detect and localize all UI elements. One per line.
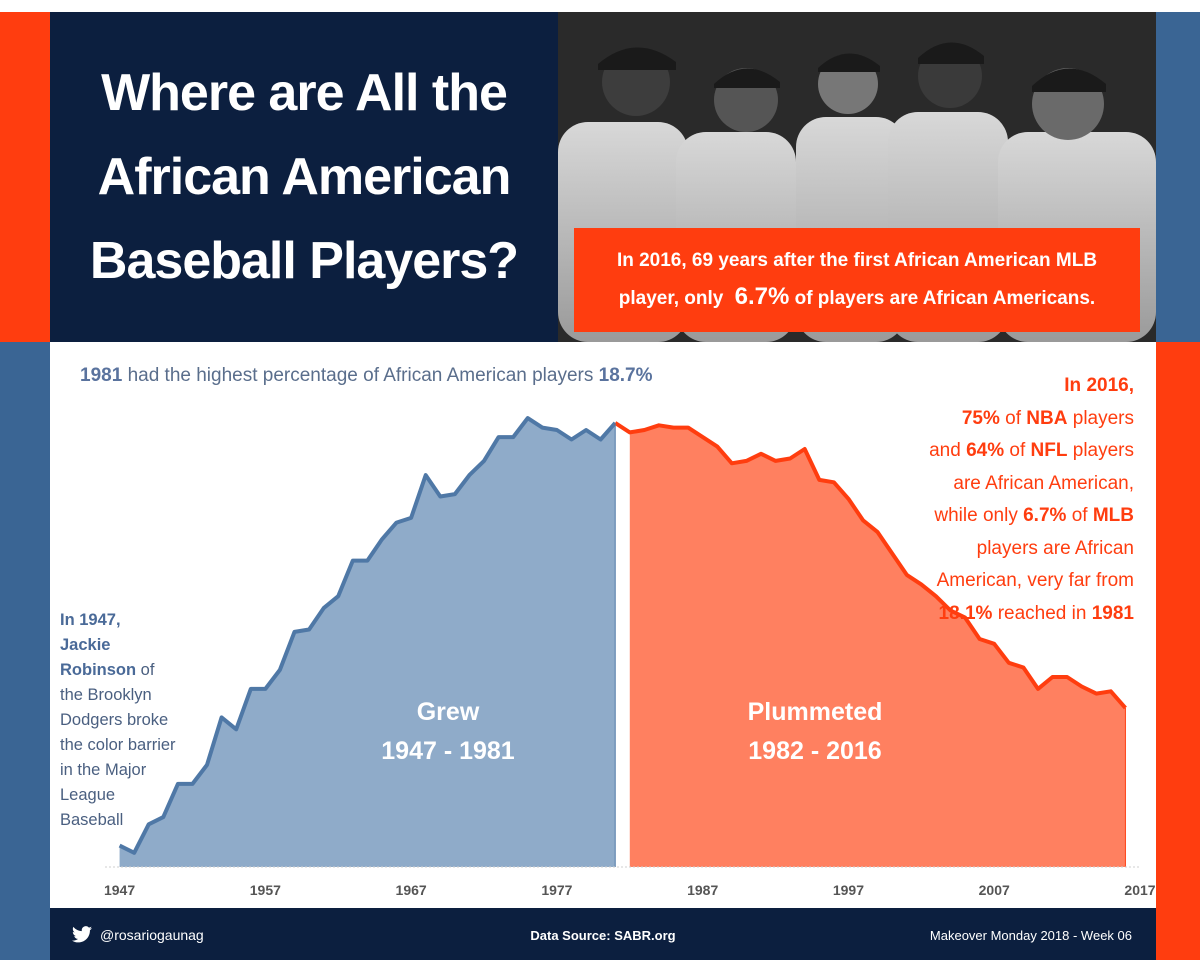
grew-label: Grew (417, 698, 480, 726)
ann-right-mid: players are African American, while only (934, 440, 1134, 526)
handle-text: @rosariogaunag (100, 926, 204, 943)
x-tick-label: 2017 (1124, 882, 1155, 898)
title-line-2: African American (97, 148, 512, 206)
peak-year: 1981 (80, 365, 123, 386)
series-lines (118, 416, 1127, 867)
ann-right-reached: reached in (997, 602, 1087, 624)
ann-right-of-3: of (1071, 505, 1088, 526)
ann-left-bold-2: Jackie (60, 636, 111, 654)
twitter-handle[interactable]: @rosariogaunag (72, 926, 204, 943)
callout-stat: 6.7% (734, 283, 790, 310)
mlb-percent: 6.7% (1023, 505, 1067, 526)
ann-right-peak-year: 1981 (1091, 602, 1134, 624)
ann-right-mid-2: players are African American, very far f… (936, 537, 1134, 592)
growth-line (118, 416, 617, 855)
jackie-robinson-annotation: In 1947, Jackie Robinson of the Brooklyn… (60, 608, 178, 833)
accent-bar-right-bottom (1156, 342, 1200, 960)
callout-line-2: player, only 6.7% of players are African… (584, 279, 1130, 317)
peak-text: had the highest percentage of African Am… (127, 365, 594, 386)
accent-bar-right-top (1156, 12, 1200, 342)
twitter-icon (72, 926, 92, 943)
x-tick-label: 1997 (833, 882, 864, 898)
x-tick-label: 1957 (250, 882, 281, 898)
decline-area (629, 425, 1126, 867)
nba-label: NBA (1026, 407, 1068, 429)
x-axis: 1947 1957 1967 1977 1987 1997 2007 2017 (104, 866, 1156, 898)
data-source: Data Source: SABR.org (530, 928, 676, 943)
x-tick-label: 1987 (687, 882, 718, 898)
makeover-week: Makeover Monday 2018 - Week 06 (929, 928, 1132, 943)
grew-range: 1947 - 1981 (381, 737, 515, 765)
x-tick-label: 2007 (979, 882, 1010, 898)
ann-right-and: and (929, 440, 961, 461)
peak-value: 18.7% (598, 365, 653, 386)
title-line-1: Where are All the (101, 64, 508, 122)
x-tick-label: 1967 (396, 882, 427, 898)
accent-bar-left-top (0, 12, 50, 342)
callout-line-1: In 2016, 69 years after the first Africa… (616, 250, 1098, 271)
accent-bar-left-bottom (0, 342, 50, 960)
ann-right-of-2: of (1009, 440, 1026, 461)
x-tick-label: 1947 (104, 882, 135, 898)
decline-line (614, 421, 1127, 710)
title-panel: Where are All the African American Baseb… (50, 12, 558, 342)
ann-left-text-1: of (140, 661, 155, 679)
area-chart: 1947 1957 1967 1977 1987 1997 2007 2017 Grew 19… (104, 416, 1156, 898)
mlb-label: MLB (1092, 505, 1134, 526)
other-leagues-annotation: In 2016, 75% of NBA players and 64% of N… (914, 370, 1134, 630)
peak-annotation: 1981 had the highest percentage of Afric… (80, 365, 653, 387)
growth-area (119, 418, 616, 867)
plummeted-range: 1982 - 2016 (748, 737, 881, 765)
nba-percent: 75% (961, 407, 1000, 429)
page-title: Where are All the African American Baseb… (89, 51, 519, 303)
callout-line-2-pre: player, only (618, 288, 724, 309)
footer-bar: @rosariogaunag Data Source: SABR.org Mak… (50, 908, 1156, 960)
title-line-3: Baseball Players? (89, 232, 519, 290)
x-tick-label: 1977 (541, 882, 572, 898)
ann-left-text-2: the Brooklyn Dodgers broke the color bar… (60, 686, 176, 829)
ann-left-bold-1: In 1947, (60, 611, 121, 629)
nfl-label: NFL (1030, 440, 1068, 461)
headline-callout: In 2016, 69 years after the first Africa… (574, 228, 1140, 332)
callout-line-2-post: of players are African Americans. (794, 288, 1096, 309)
ann-right-peak-pct: 18.1% (938, 602, 993, 624)
nfl-percent: 64% (966, 440, 1005, 461)
area-fills (119, 418, 1126, 867)
plummeted-label: Plummeted (748, 698, 883, 726)
ann-left-bold-3: Robinson (60, 661, 137, 679)
ann-right-of-1: of (1005, 407, 1022, 429)
ann-right-intro: In 2016, (1064, 375, 1134, 396)
ann-right-players-1: players (1072, 407, 1134, 429)
